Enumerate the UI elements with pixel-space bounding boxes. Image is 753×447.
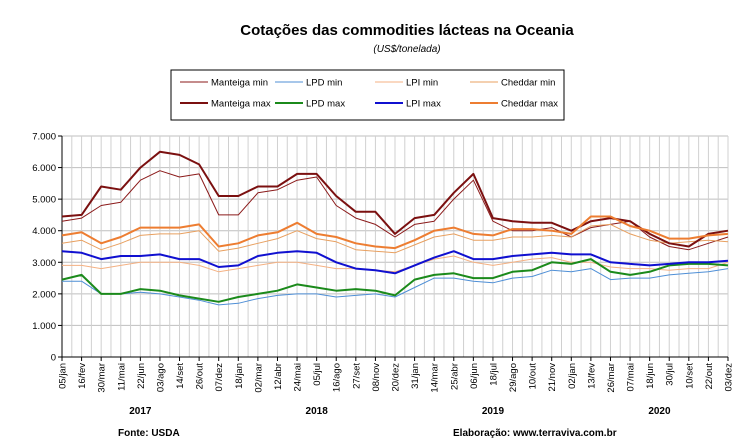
x-tick-label: 11/mai	[116, 363, 127, 391]
x-tick-label: 31/jan	[410, 363, 421, 389]
series-line	[61, 170, 729, 251]
legend-label: LPI min	[406, 78, 438, 89]
x-tick-label: 21/nov	[547, 363, 558, 392]
chart-title: Cotações das commodities lácteas na Ocea…	[240, 22, 574, 39]
x-tick-label: 03/dez	[724, 363, 735, 392]
legend-label: Manteiga min	[211, 78, 268, 89]
x-tick-label: 30/mar	[97, 363, 108, 393]
x-tick-label: 20/dez	[391, 363, 402, 392]
footer-source: Fonte: USDA	[118, 428, 180, 439]
legend-label: LPI max	[406, 99, 441, 110]
x-tick-label: 30/jul	[665, 363, 676, 386]
x-tick-label: 13/fev	[586, 363, 597, 389]
y-tick-label: 1.000	[32, 321, 56, 332]
x-tick-label: 27/set	[351, 363, 362, 389]
x-tick-label: 16/ago	[332, 363, 343, 392]
series-line	[61, 223, 729, 254]
x-tick-label: 14/mar	[430, 363, 441, 393]
y-tick-label: 3.000	[32, 258, 56, 269]
x-tick-label: 24/mai	[293, 363, 304, 392]
year-label: 2019	[482, 406, 505, 417]
x-tick-label: 12/abr	[273, 363, 284, 390]
y-tick-label: 7.000	[32, 132, 56, 143]
x-tick-label: 14/set	[175, 363, 186, 389]
x-tick-label: 22/jun	[136, 363, 147, 389]
legend: Manteiga min LPD min LPI min Cheddar min Man…	[170, 69, 565, 121]
y-tick-label: 0	[51, 353, 56, 364]
year-label: 2018	[306, 406, 329, 417]
y-tick-label: 5.000	[32, 195, 56, 206]
legend-box	[170, 69, 565, 121]
x-tick-label: 02/jan	[567, 363, 578, 389]
x-tick-label: 26/mar	[606, 363, 617, 393]
x-tick-label: 05/jan	[58, 363, 69, 389]
series-line	[61, 250, 729, 275]
axes	[58, 135, 729, 361]
year-label: 2020	[648, 406, 671, 417]
x-tick-label: 18/jan	[234, 363, 245, 389]
x-tick-label: 07/dez	[214, 363, 225, 392]
series-line	[61, 215, 729, 250]
footer-credit: Elaboração: www.terraviva.com.br	[453, 428, 617, 439]
y-tick-label: 4.000	[32, 226, 56, 237]
x-tick-label: 22/out	[704, 363, 715, 390]
x-tick-label: 10/set	[684, 363, 695, 389]
x-tick-label: 07/mai	[626, 363, 637, 392]
x-tick-label: 26/out	[195, 363, 206, 390]
x-tick-label: 16/fev	[77, 363, 88, 389]
series-line	[62, 268, 729, 306]
legend-label: LPD max	[306, 99, 345, 110]
x-tick-label: 25/abr	[449, 363, 460, 390]
y-tick-label: 6.000	[32, 163, 56, 174]
y-tick-label: 2.000	[32, 289, 56, 300]
x-tick-label: 08/nov	[371, 363, 382, 392]
legend-label: Cheddar max	[501, 99, 558, 110]
x-tick-label: 10/out	[528, 363, 539, 390]
x-tick-label: 05/jul	[312, 363, 323, 386]
legend-label: Cheddar min	[501, 78, 555, 89]
x-tick-label: 03/ago	[155, 363, 166, 392]
series-lines	[61, 150, 729, 306]
x-tick-label: 29/ago	[508, 363, 519, 392]
series-line	[61, 258, 729, 303]
x-tick-label: 06/jun	[469, 363, 480, 389]
legend-label: LPD min	[306, 78, 342, 89]
series-line	[62, 255, 729, 273]
x-tick-label: 02/mar	[253, 363, 264, 393]
year-label: 2017	[129, 406, 152, 417]
x-tick-label: 18/jun	[645, 363, 656, 389]
chart-subtitle: (US$/tonelada)	[373, 44, 440, 55]
tick-labels: 0 1.000 2.000 3.000 4.000 5.000 6.000 7.000 05/j…	[32, 132, 734, 418]
legend-label: Manteiga max	[211, 99, 271, 110]
x-tick-label: 18/jul	[488, 363, 499, 386]
